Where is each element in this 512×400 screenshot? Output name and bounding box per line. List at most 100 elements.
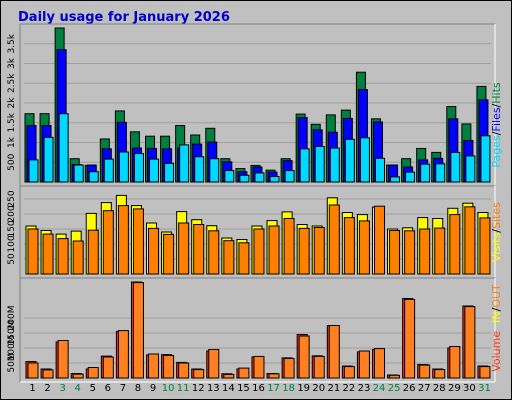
hits-panel-ytick-label: 500 xyxy=(7,153,17,170)
legend-sep: / xyxy=(490,103,503,107)
legend-files: Files xyxy=(490,107,503,131)
legend-hits: Hits xyxy=(490,82,503,104)
sites-bar xyxy=(117,205,129,275)
volume-out-bar xyxy=(27,362,39,379)
pages-bar xyxy=(58,113,69,183)
volume-out-bar xyxy=(389,374,401,379)
volume-panel-ytick-label: 200M xyxy=(7,306,17,331)
legend-sep: / xyxy=(490,229,503,233)
day-label: 26 xyxy=(403,383,416,394)
day-label: 29 xyxy=(448,383,461,394)
pages-bar xyxy=(390,176,401,183)
volume-out-bar xyxy=(283,358,295,379)
hits-panel-ytick-label: 1.5k xyxy=(7,112,17,132)
volume-out-bar xyxy=(298,335,310,379)
sites-bar xyxy=(193,224,205,275)
sites-bar xyxy=(223,240,235,275)
visits-panel-ytick-label: 250 xyxy=(7,190,17,207)
sites-bar xyxy=(253,228,265,275)
pages-bar xyxy=(359,137,370,183)
pages-bar xyxy=(299,148,310,183)
day-label: 30 xyxy=(463,383,476,394)
volume-out-bar xyxy=(208,349,220,379)
legend-pages: Pages xyxy=(490,135,503,168)
legend-sep: / xyxy=(490,131,503,135)
pages-bar xyxy=(269,175,280,183)
sites-bar xyxy=(358,220,370,275)
volume-out-bar xyxy=(343,366,355,379)
pages-bar xyxy=(314,145,325,183)
legend-volume: Volume xyxy=(490,331,503,372)
day-label: 31 xyxy=(478,383,491,394)
pages-bar xyxy=(164,162,175,183)
sites-bar xyxy=(313,227,325,275)
day-label: 22 xyxy=(343,383,356,394)
volume-out-bar xyxy=(328,325,340,379)
sites-bar xyxy=(449,214,461,275)
day-label: 19 xyxy=(297,383,310,394)
pages-bar xyxy=(374,157,385,183)
pages-bar xyxy=(329,147,340,183)
volume-out-bar xyxy=(102,356,114,379)
day-label: 16 xyxy=(252,383,265,394)
hits-legend: Pages/Files/Hits xyxy=(490,82,503,168)
volume-panel-ytick-label: 100M xyxy=(7,336,17,361)
volume-out-bar xyxy=(373,348,385,379)
day-label: 15 xyxy=(237,383,250,394)
sites-bar xyxy=(389,230,401,275)
visits-panel-ytick-label: 50 xyxy=(7,253,17,265)
chart-title: Daily usage for January 2026 xyxy=(18,10,230,25)
volume-out-bar xyxy=(87,367,99,379)
hits-panel-ytick-label: 3.5k xyxy=(7,33,17,53)
sites-bar xyxy=(419,228,431,275)
pages-bar xyxy=(209,158,220,183)
day-label: 1 xyxy=(29,383,35,394)
sites-bar xyxy=(163,233,175,275)
volume-out-bar xyxy=(404,298,416,379)
day-label: 9 xyxy=(150,383,156,394)
sites-bar xyxy=(148,227,160,275)
volume-out-bar xyxy=(193,369,205,379)
sites-bar xyxy=(298,227,310,275)
sites-bar xyxy=(42,233,54,275)
day-label: 3 xyxy=(59,383,65,394)
day-label: 18 xyxy=(282,383,295,394)
legend-sep: / xyxy=(490,307,503,311)
day-label: 17 xyxy=(267,383,280,394)
volume-out-bar xyxy=(238,367,250,379)
pages-bar xyxy=(254,172,265,183)
pages-bar xyxy=(118,151,129,183)
sites-bar xyxy=(57,238,69,275)
volume-out-bar xyxy=(132,282,144,379)
volume-out-bar xyxy=(223,373,235,379)
sites-bar xyxy=(404,230,416,275)
pages-bar xyxy=(450,151,461,183)
volume-out-bar xyxy=(358,350,370,379)
day-label: 23 xyxy=(358,383,371,394)
day-label: 6 xyxy=(105,383,111,394)
day-label: 21 xyxy=(327,383,340,394)
legend-out: OUT xyxy=(490,284,503,308)
volume-out-bar xyxy=(117,330,129,379)
day-label: 10 xyxy=(162,383,175,394)
sites-bar xyxy=(238,242,250,275)
sites-bar xyxy=(328,204,340,275)
pages-bar xyxy=(284,170,295,183)
day-label: 11 xyxy=(177,383,190,394)
sites-bar xyxy=(208,230,220,275)
day-label: 8 xyxy=(135,383,141,394)
pages-bar xyxy=(224,170,235,183)
sites-bar xyxy=(178,222,190,275)
day-label: 5 xyxy=(90,383,96,394)
pages-bar xyxy=(43,136,54,183)
sites-bar xyxy=(87,229,99,275)
sites-bar xyxy=(283,218,295,275)
visits-legend: Visits/Sites xyxy=(490,202,503,262)
volume-panel-ytick-label: 50M xyxy=(7,353,17,372)
pages-bar xyxy=(28,159,39,183)
pages-bar xyxy=(88,171,99,183)
sites-bar xyxy=(268,225,280,275)
pages-bar xyxy=(103,158,114,183)
volume-legend: Volume IN/OUT xyxy=(490,284,503,372)
